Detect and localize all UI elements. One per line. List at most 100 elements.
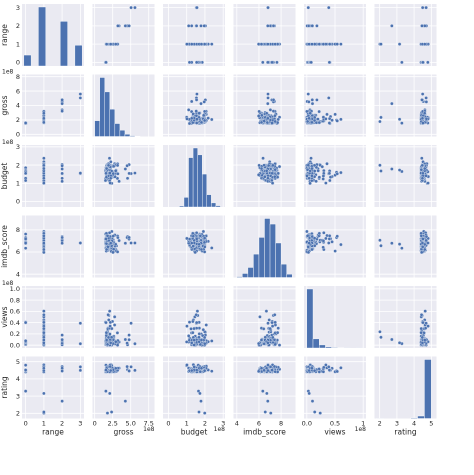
panel-rating-vs-range bbox=[22, 356, 84, 419]
scatter-point bbox=[60, 179, 64, 184]
y-tick-label: 2 bbox=[16, 116, 20, 124]
x-tick-label: 0.0 bbox=[302, 420, 312, 428]
scatter-point bbox=[266, 5, 270, 10]
scatter-point bbox=[424, 174, 428, 178]
scatter-point bbox=[210, 246, 214, 250]
scatter-point bbox=[185, 324, 189, 328]
scatter-point bbox=[378, 238, 382, 242]
scatter-point bbox=[60, 333, 64, 337]
scatter-point bbox=[105, 411, 110, 415]
scatter-point bbox=[426, 181, 430, 185]
scatter-point bbox=[60, 171, 64, 176]
scatter-point bbox=[104, 330, 109, 335]
scatter-point bbox=[42, 330, 46, 335]
scatter-point bbox=[378, 119, 382, 124]
scatter-point bbox=[127, 337, 131, 342]
y-tick-label: 8 bbox=[16, 73, 20, 81]
histogram-bar bbox=[215, 205, 221, 208]
scatter-point bbox=[189, 327, 193, 331]
scatter-point bbox=[104, 237, 108, 241]
scatter-point bbox=[266, 163, 271, 168]
scatter-point bbox=[312, 236, 317, 240]
scatter-point bbox=[109, 335, 114, 340]
scatter-point bbox=[266, 60, 270, 65]
histogram-bar bbox=[104, 91, 111, 137]
scatter-point bbox=[266, 116, 270, 121]
scatter-point bbox=[259, 366, 264, 371]
scatter-point bbox=[115, 176, 120, 181]
scatter-point bbox=[202, 118, 207, 123]
scatter-point bbox=[123, 24, 128, 28]
scatter-point bbox=[191, 244, 195, 248]
y-tick-label: 0 bbox=[16, 59, 20, 67]
scatter-point bbox=[199, 338, 204, 342]
histogram-bar bbox=[211, 202, 217, 208]
scatter-point bbox=[42, 338, 46, 342]
y-tick-label: 0.6 bbox=[10, 308, 20, 316]
histogram-bar bbox=[286, 273, 293, 278]
scatter-point bbox=[78, 92, 83, 96]
scatter-point bbox=[420, 163, 425, 168]
scatter-point bbox=[263, 410, 267, 414]
scatter-point bbox=[305, 119, 310, 124]
scatter-point bbox=[78, 171, 83, 175]
scatter-point bbox=[321, 174, 326, 178]
scatter-point bbox=[60, 235, 64, 240]
scatter-point bbox=[108, 391, 112, 396]
scatter-point bbox=[419, 234, 424, 238]
scatter-point bbox=[426, 60, 430, 65]
scatter-point bbox=[107, 231, 112, 235]
scatter-point bbox=[259, 120, 264, 125]
scatter-point bbox=[321, 177, 325, 181]
scatter-point bbox=[127, 171, 131, 176]
scatter-point bbox=[266, 101, 270, 106]
histogram-bar bbox=[124, 133, 131, 137]
scatter-point bbox=[78, 241, 83, 245]
scatter-point bbox=[108, 181, 112, 185]
scatter-point bbox=[185, 42, 189, 46]
y-tick-label: 0.2 bbox=[10, 330, 20, 338]
scatter-point bbox=[202, 100, 206, 104]
y-tick-label: 0 bbox=[16, 198, 20, 206]
scatter-point bbox=[42, 366, 46, 371]
scatter-point bbox=[193, 250, 197, 255]
scatter-point bbox=[104, 389, 108, 393]
scatter-point bbox=[312, 163, 317, 168]
scatter-point bbox=[268, 365, 273, 369]
histogram-bar bbox=[269, 223, 276, 278]
scatter-point bbox=[275, 175, 280, 179]
y-tick-label: 3 bbox=[16, 143, 20, 151]
scatter-point bbox=[420, 156, 424, 160]
scatter-point bbox=[330, 240, 334, 244]
x-tick-label: 2 bbox=[203, 420, 207, 428]
scatter-point bbox=[198, 234, 203, 238]
scatter-point bbox=[327, 116, 332, 121]
scatter-point bbox=[42, 166, 46, 171]
histogram-bar bbox=[424, 359, 432, 419]
scatter-point bbox=[184, 340, 189, 344]
scatter-point bbox=[276, 326, 280, 330]
scatter-point bbox=[125, 364, 129, 369]
scatter-point bbox=[123, 241, 128, 245]
scatter-point bbox=[272, 364, 277, 369]
scatter-point bbox=[317, 231, 322, 236]
scatter-point bbox=[397, 242, 402, 246]
scatter-point bbox=[422, 166, 427, 171]
scatter-point bbox=[327, 368, 332, 372]
scatter-point bbox=[419, 330, 423, 335]
scatter-point bbox=[117, 238, 121, 243]
histogram-bar bbox=[183, 197, 189, 208]
scatter-point bbox=[23, 339, 28, 343]
scatter-point bbox=[273, 369, 277, 374]
scatter-point bbox=[324, 363, 328, 367]
scatter-point bbox=[42, 120, 46, 125]
scatter-point bbox=[273, 42, 277, 46]
scatter-point bbox=[270, 368, 274, 372]
scatter-point bbox=[379, 115, 383, 120]
scatter-point bbox=[321, 42, 326, 46]
scatter-point bbox=[264, 169, 269, 173]
scatter-point bbox=[379, 169, 383, 173]
scatter-point bbox=[312, 368, 317, 373]
scatter-point bbox=[123, 399, 128, 403]
scatter-point bbox=[265, 391, 269, 396]
